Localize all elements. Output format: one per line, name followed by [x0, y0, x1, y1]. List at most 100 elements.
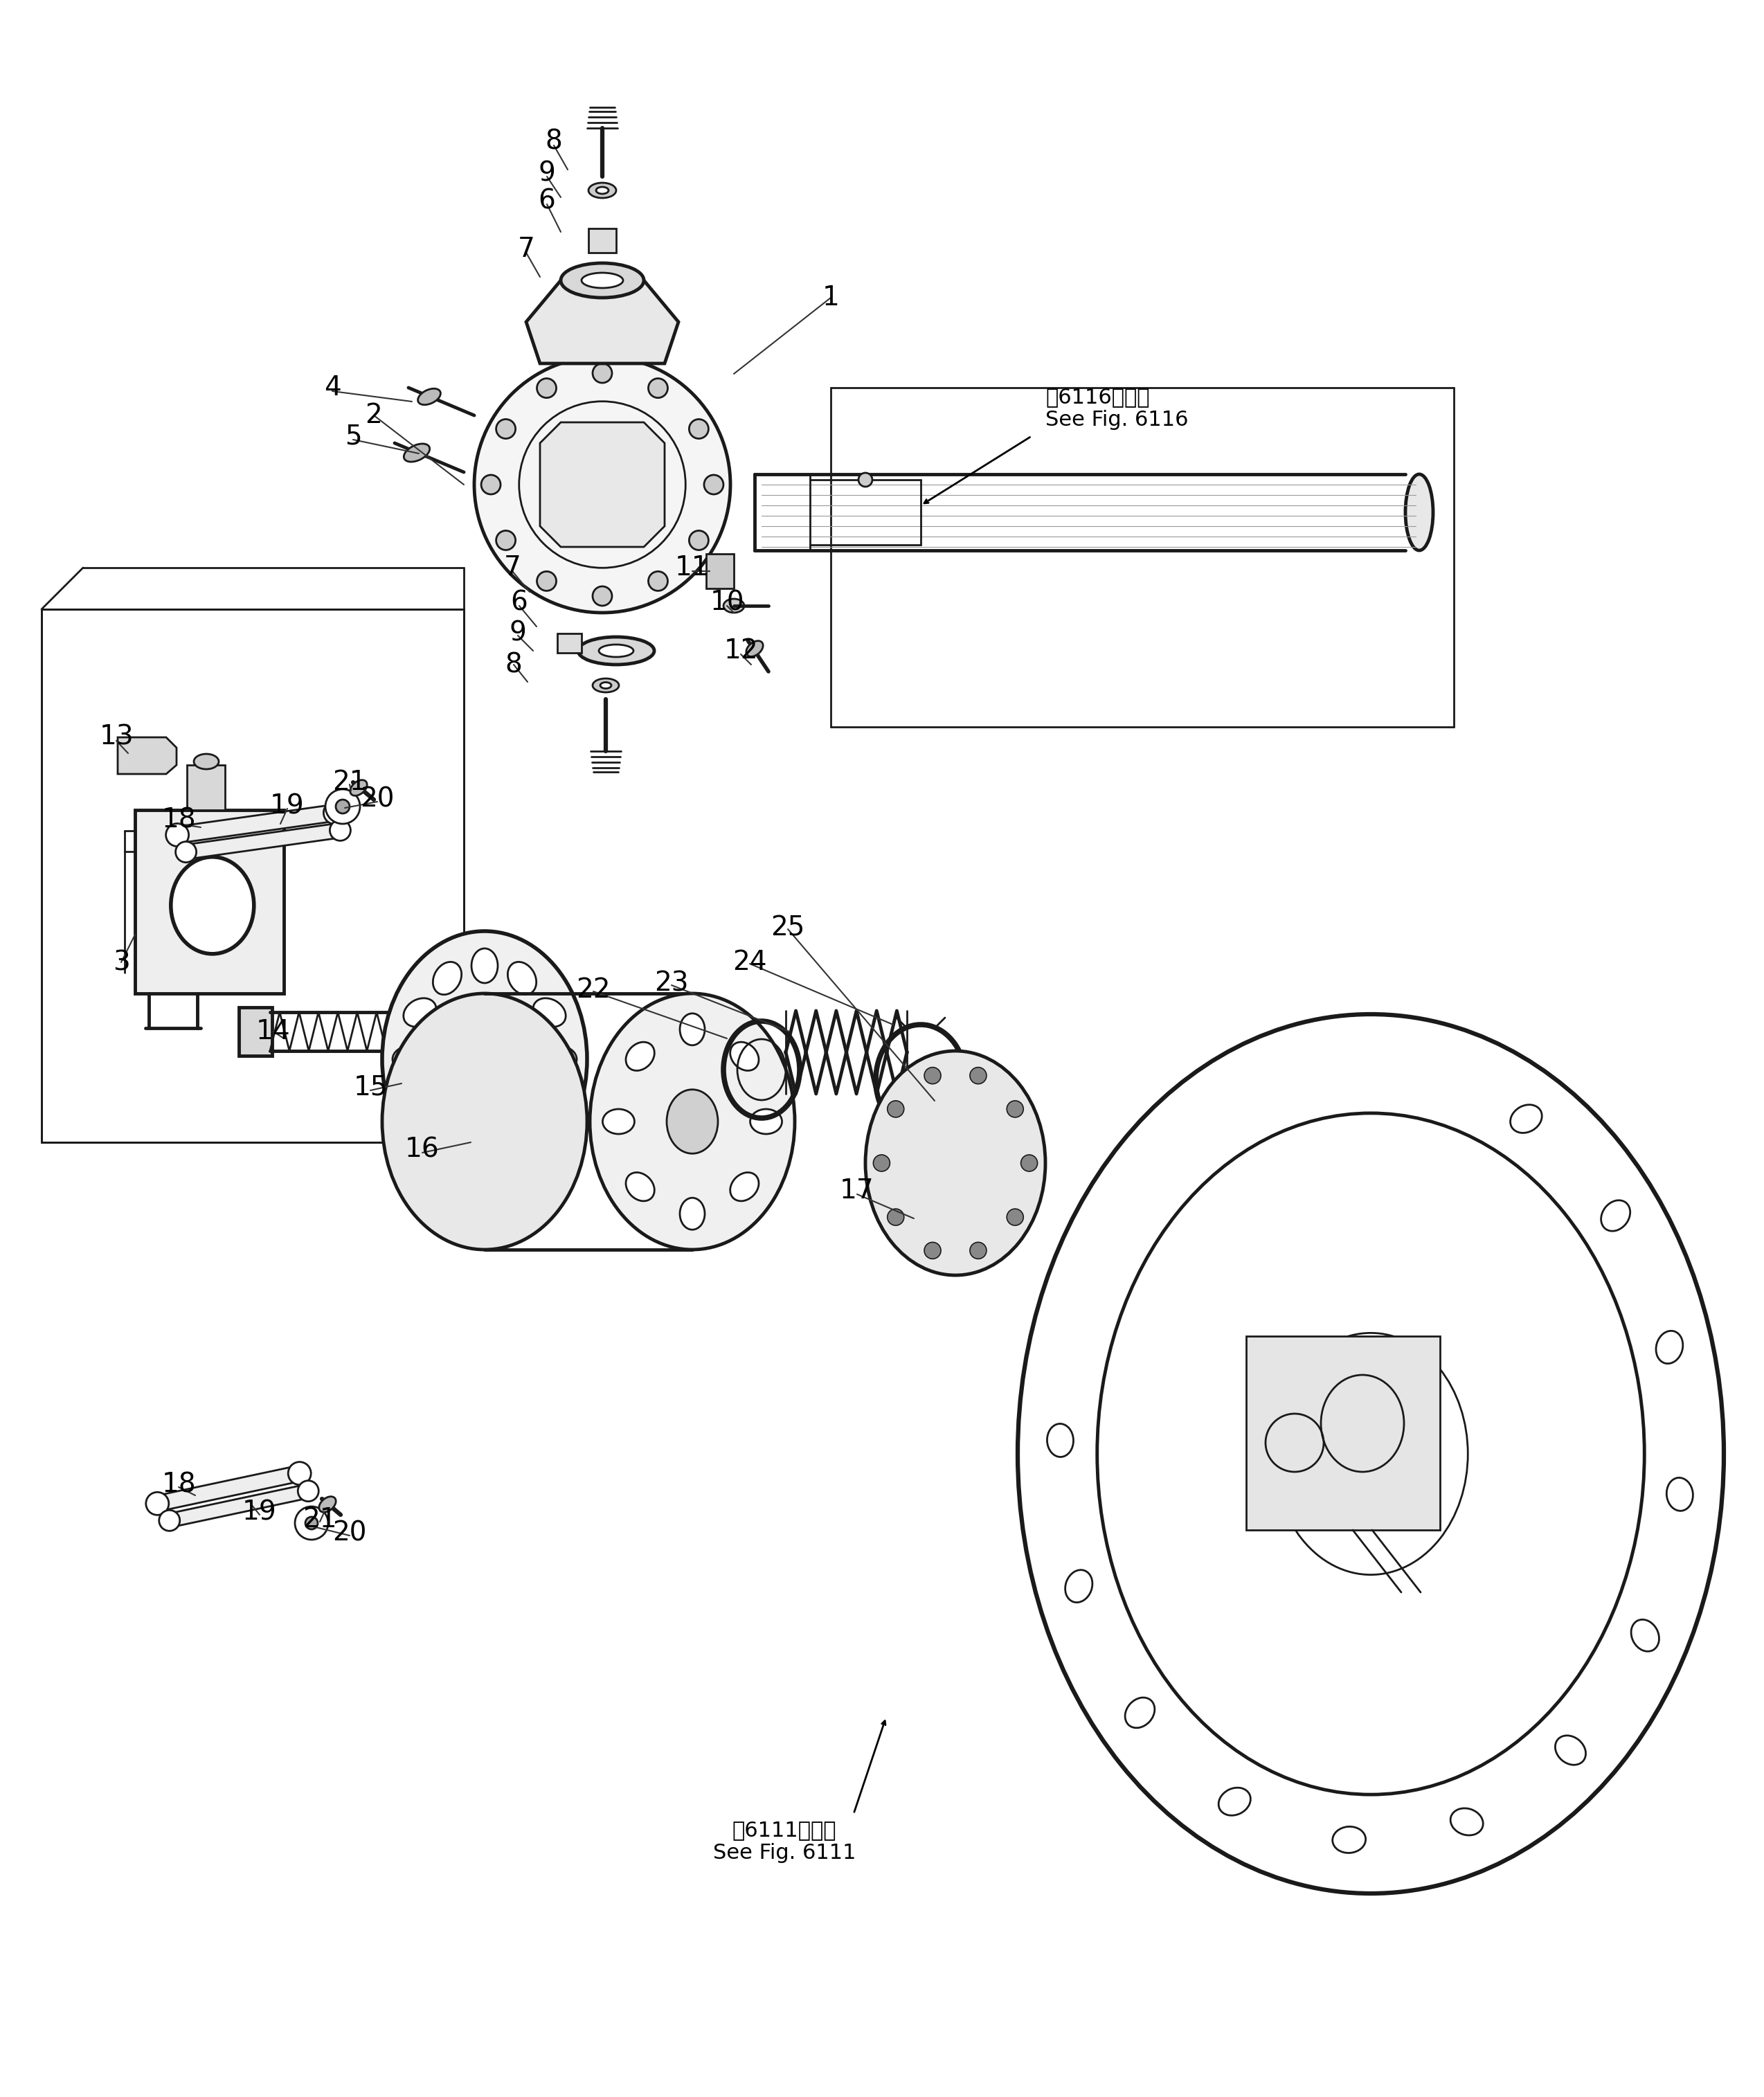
Polygon shape	[168, 1483, 310, 1529]
Ellipse shape	[383, 931, 587, 1187]
Circle shape	[335, 799, 349, 814]
Ellipse shape	[393, 1046, 427, 1072]
Text: 5: 5	[344, 424, 362, 449]
Circle shape	[704, 474, 723, 495]
Ellipse shape	[589, 994, 796, 1250]
Ellipse shape	[508, 1124, 536, 1158]
Ellipse shape	[561, 262, 644, 298]
Text: 25: 25	[771, 914, 804, 942]
Text: 18: 18	[162, 1472, 196, 1497]
Polygon shape	[540, 421, 665, 547]
Ellipse shape	[432, 963, 462, 994]
Ellipse shape	[626, 1042, 654, 1072]
Circle shape	[649, 377, 669, 398]
Circle shape	[690, 531, 709, 549]
Ellipse shape	[471, 948, 497, 983]
Circle shape	[690, 419, 709, 438]
Ellipse shape	[746, 642, 764, 656]
Circle shape	[536, 377, 556, 398]
Text: 第6116図参照
See Fig. 6116: 第6116図参照 See Fig. 6116	[1046, 386, 1189, 430]
Ellipse shape	[566, 449, 637, 520]
Ellipse shape	[582, 273, 623, 287]
Ellipse shape	[171, 858, 254, 954]
Ellipse shape	[598, 644, 633, 656]
Ellipse shape	[723, 600, 744, 612]
Circle shape	[330, 820, 351, 841]
Circle shape	[305, 1516, 318, 1529]
Text: 13: 13	[99, 723, 134, 751]
Circle shape	[1007, 1208, 1023, 1225]
Ellipse shape	[533, 1093, 566, 1120]
Ellipse shape	[626, 1172, 654, 1202]
Ellipse shape	[533, 998, 566, 1028]
Bar	[238, 1007, 272, 1055]
Circle shape	[298, 1480, 319, 1501]
Ellipse shape	[432, 1124, 462, 1158]
Ellipse shape	[579, 637, 654, 665]
Text: 20: 20	[332, 1520, 367, 1548]
Polygon shape	[176, 803, 337, 843]
Circle shape	[325, 788, 360, 824]
Text: 7: 7	[505, 554, 520, 581]
Circle shape	[887, 1208, 903, 1225]
Text: 9: 9	[538, 159, 556, 187]
Text: 16: 16	[406, 1137, 439, 1162]
Ellipse shape	[194, 755, 219, 770]
Circle shape	[1007, 1101, 1023, 1118]
Text: 19: 19	[270, 793, 305, 820]
Circle shape	[166, 824, 189, 847]
Text: 6: 6	[510, 589, 527, 614]
Ellipse shape	[600, 682, 612, 688]
Bar	[589, 229, 616, 254]
Text: 12: 12	[723, 637, 759, 665]
Ellipse shape	[404, 445, 430, 461]
Text: 8: 8	[505, 652, 522, 677]
Ellipse shape	[404, 1093, 436, 1120]
Ellipse shape	[667, 1090, 718, 1153]
Ellipse shape	[603, 1109, 635, 1134]
Ellipse shape	[475, 356, 730, 612]
Ellipse shape	[750, 1109, 781, 1134]
Circle shape	[924, 1241, 940, 1258]
Circle shape	[295, 1506, 328, 1539]
Bar	[187, 765, 226, 809]
Text: 15: 15	[353, 1074, 388, 1101]
Ellipse shape	[418, 388, 441, 405]
Bar	[1245, 1336, 1439, 1531]
Text: 9: 9	[510, 621, 526, 646]
Circle shape	[146, 1493, 169, 1514]
Circle shape	[593, 363, 612, 384]
Ellipse shape	[508, 963, 536, 994]
Circle shape	[970, 1241, 986, 1258]
Circle shape	[288, 1462, 310, 1485]
Text: 1: 1	[822, 285, 840, 310]
Text: 20: 20	[360, 786, 395, 814]
Text: 8: 8	[545, 128, 563, 155]
Ellipse shape	[730, 1172, 759, 1202]
Polygon shape	[118, 738, 176, 774]
Bar	[706, 554, 734, 589]
Polygon shape	[526, 281, 679, 363]
Circle shape	[970, 1067, 986, 1084]
Circle shape	[649, 570, 669, 591]
Bar	[136, 809, 284, 994]
Text: 11: 11	[676, 554, 709, 581]
Text: 4: 4	[325, 375, 340, 401]
Text: 7: 7	[517, 237, 534, 262]
Text: 23: 23	[654, 971, 688, 996]
Text: 17: 17	[840, 1179, 875, 1204]
Circle shape	[536, 570, 556, 591]
Text: 2: 2	[365, 403, 383, 428]
Polygon shape	[185, 822, 340, 860]
Ellipse shape	[457, 1023, 513, 1095]
Text: 10: 10	[709, 589, 744, 614]
Circle shape	[176, 841, 196, 862]
Text: 21: 21	[303, 1506, 337, 1533]
Text: 14: 14	[256, 1019, 291, 1044]
Circle shape	[593, 587, 612, 606]
Circle shape	[496, 419, 515, 438]
Circle shape	[924, 1067, 940, 1084]
Ellipse shape	[351, 780, 367, 795]
Text: 3: 3	[113, 950, 131, 975]
Polygon shape	[155, 1466, 302, 1512]
